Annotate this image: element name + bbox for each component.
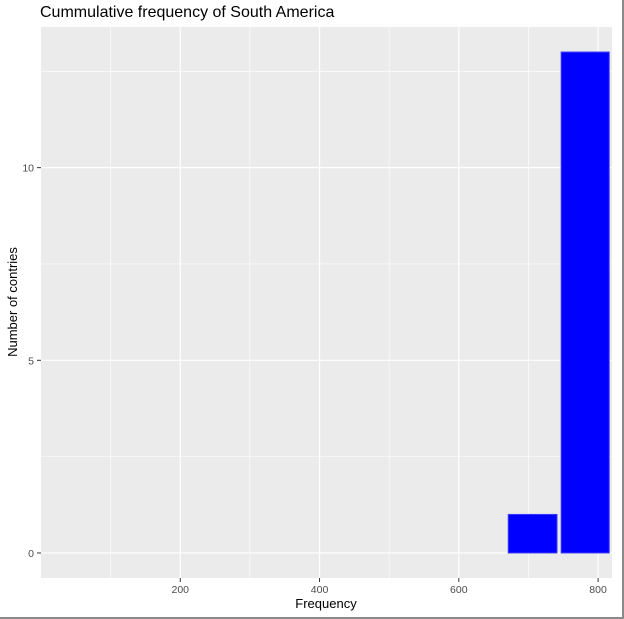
bars <box>507 51 610 554</box>
histogram-bar <box>507 513 558 554</box>
x-tick-label: 400 <box>311 584 329 596</box>
y-tick-label: 10 <box>22 163 34 175</box>
chart-title: Cummulative frequency of South America <box>40 4 334 21</box>
x-axis-title: Frequency <box>295 596 357 611</box>
y-tick-label: 5 <box>28 355 34 367</box>
x-tick-label: 200 <box>172 584 190 596</box>
plot-panel <box>41 27 612 578</box>
y-tick-label: 0 <box>28 548 34 560</box>
y-axis-ticks: 0 5 10 <box>22 163 41 560</box>
histogram-bar <box>560 51 610 554</box>
x-axis-ticks: 200 400 600 800 <box>172 578 607 596</box>
minor-gridlines <box>41 27 612 578</box>
y-axis-title: Number of contries <box>5 247 20 357</box>
x-tick-label: 800 <box>589 584 607 596</box>
x-tick-label: 600 <box>450 584 468 596</box>
